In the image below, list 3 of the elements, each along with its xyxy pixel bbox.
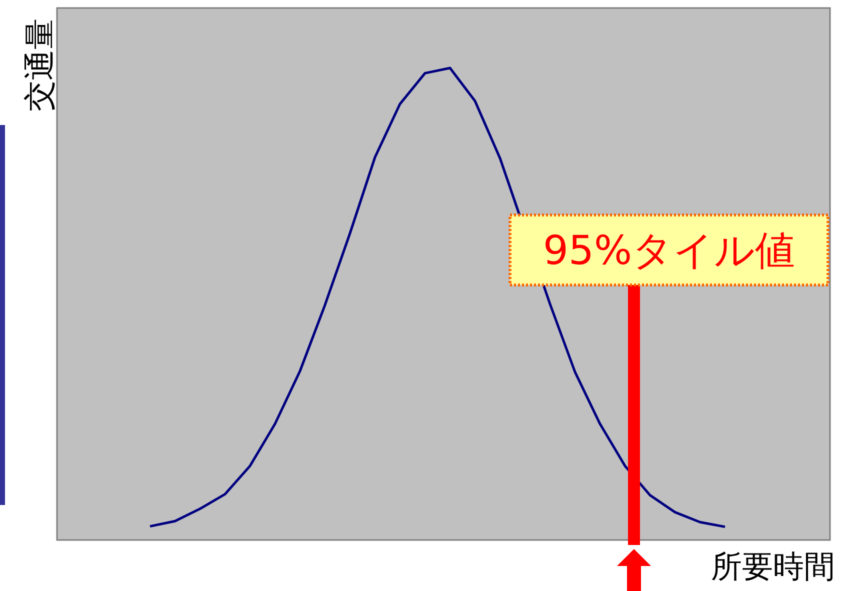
annotation: 95%タイル値 <box>543 228 795 274</box>
y-axis-title: 交通量 <box>22 18 58 112</box>
x-axis-title: 所要時間 <box>711 549 835 585</box>
